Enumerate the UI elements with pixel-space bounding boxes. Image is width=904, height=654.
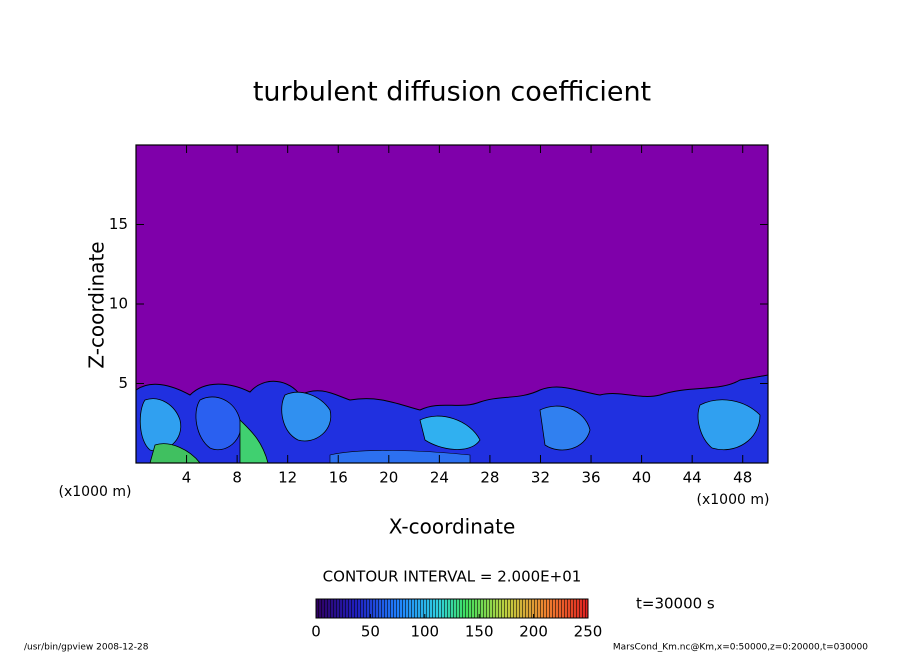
y-tick-label: 10	[109, 295, 128, 313]
y-axis-label: Z-coordinate	[85, 241, 109, 368]
x-tick-label: 36	[581, 469, 600, 487]
footer-left: /usr/bin/gpview 2008-12-28	[24, 643, 149, 653]
colorbar-tick-label: 250	[574, 623, 603, 641]
colorbar-tick-label: 50	[361, 623, 380, 641]
x-tick-label: 32	[531, 469, 550, 487]
colorbar-tick-label: 150	[465, 623, 494, 641]
y-tick-label: 5	[118, 374, 128, 392]
x-tick-label: 8	[232, 469, 242, 487]
contour-interval: CONTOUR INTERVAL = 2.000E+01	[323, 568, 582, 586]
x-tick-label: 24	[430, 469, 449, 487]
x-tick-label: 16	[329, 469, 348, 487]
x-tick-label: 40	[632, 469, 651, 487]
x-tick-label: 28	[480, 469, 499, 487]
colorbar-tick-label: 100	[410, 623, 439, 641]
colorbar-tick-label: 0	[311, 623, 321, 641]
time-label: t=30000 s	[636, 595, 715, 613]
x-tick-label: 12	[278, 469, 297, 487]
x-axis-label: X-coordinate	[389, 515, 516, 539]
x-tick-label: 44	[683, 469, 702, 487]
x-tick-label: 20	[379, 469, 398, 487]
x-unit-label: (x1000 m)	[697, 492, 770, 508]
contour-field	[136, 145, 768, 463]
y-tick-label: 15	[109, 215, 128, 233]
footer-right: MarsCond_Km.nc@Km,x=0:50000,z=0:20000,t=…	[613, 643, 868, 653]
x-tick-label: 4	[182, 469, 192, 487]
chart-title: turbulent diffusion coefficient	[253, 77, 651, 108]
x-tick-label: 48	[733, 469, 752, 487]
colorbar-tick-label: 200	[519, 623, 548, 641]
y-unit-label: (x1000 m)	[59, 484, 132, 500]
colorbar-stripes	[315, 598, 589, 619]
